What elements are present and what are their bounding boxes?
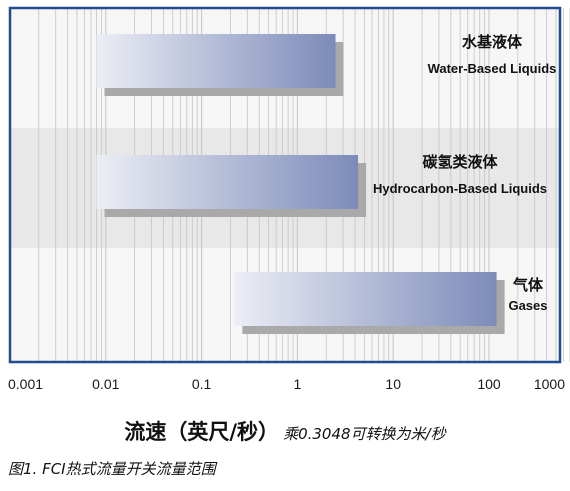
range-bars bbox=[96, 34, 505, 334]
flow-range-chart: 水基液体 Water-Based Liquids 碳氢类液体 Hydrocarbon-… bbox=[8, 6, 570, 392]
category-label-cn: 水基液体 bbox=[462, 33, 523, 51]
x-tick-label: 100 bbox=[477, 376, 501, 392]
unit-conversion-note: 乘0.3048可转换为米/秒 bbox=[283, 425, 446, 443]
figure-caption: 图1. FCI热式流量开关流量范围 bbox=[8, 460, 216, 478]
x-tick-label: 0.01 bbox=[92, 376, 119, 392]
x-axis-title: 流速（英尺/秒） bbox=[124, 420, 280, 444]
category-label-en: Hydrocarbon-Based Liquids bbox=[373, 181, 547, 196]
x-tick-label: 0.1 bbox=[192, 376, 212, 392]
category-label-en: Gases bbox=[508, 298, 547, 313]
plot-frame bbox=[8, 6, 562, 364]
x-axis-label: 流速（英尺/秒） 乘0.3048可转换为米/秒 bbox=[0, 416, 570, 446]
x-tick-label: 1 bbox=[294, 376, 302, 392]
range-bar-0 bbox=[96, 34, 336, 88]
category-label-cn: 气体 bbox=[512, 276, 544, 294]
category-labels: 水基液体 Water-Based Liquids 碳氢类液体 Hydrocarbon-… bbox=[373, 33, 556, 313]
x-tick-label: 10 bbox=[385, 376, 401, 392]
x-tick-label: 0.001 bbox=[8, 376, 43, 392]
category-label-en: Water-Based Liquids bbox=[428, 61, 557, 76]
range-bar-1 bbox=[96, 155, 359, 209]
x-tick-label: 1000 bbox=[534, 376, 565, 392]
range-bar-2 bbox=[234, 272, 497, 326]
x-axis-tick-labels: 0.001 0.01 0.1 1 10 100 1000 bbox=[8, 376, 565, 392]
category-label-cn: 碳氢类液体 bbox=[422, 153, 498, 171]
